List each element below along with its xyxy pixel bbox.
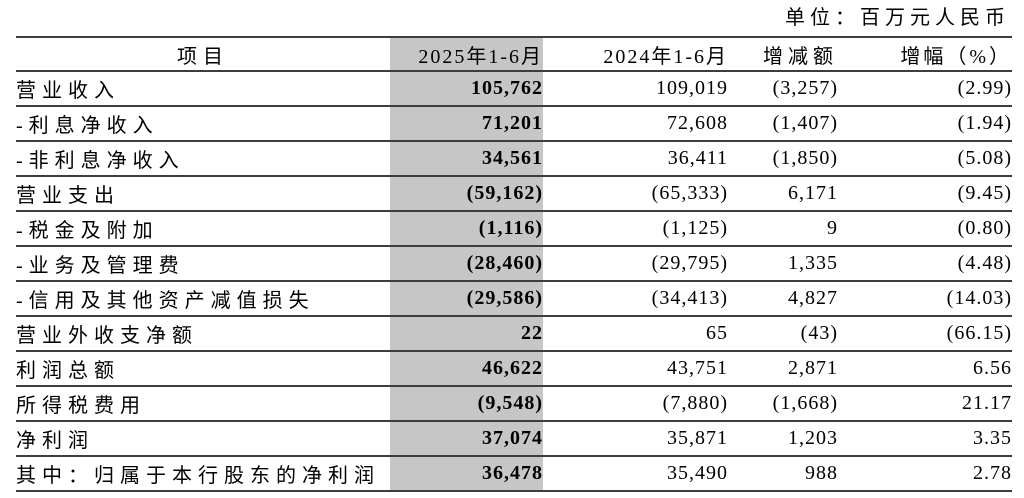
v2024-cell: (65,333) bbox=[543, 176, 728, 212]
table-head: 项目 2025年1-6月 2024年1-6月 增减额 增幅（%） bbox=[16, 37, 1012, 72]
item-cell: 营业支出 bbox=[16, 176, 390, 212]
column-header-change: 增减额 bbox=[728, 37, 838, 72]
v2024-cell: (29,795) bbox=[543, 246, 728, 282]
table-row: 所得税费用 (9,548) (7,880) (1,668) 21.17 bbox=[16, 386, 1012, 422]
change-cell: (1,668) bbox=[728, 386, 838, 422]
column-header-v2024: 2024年1-6月 bbox=[543, 37, 728, 72]
v2024-cell: 109,019 bbox=[543, 71, 728, 107]
v2024-cell: 43,751 bbox=[543, 351, 728, 387]
income-statement-table: 项目 2025年1-6月 2024年1-6月 增减额 增幅（%） 营业收入 105,762… bbox=[16, 36, 1012, 492]
item-cell: 利润总额 bbox=[16, 351, 390, 387]
v2025-cell: (9,548) bbox=[390, 386, 543, 422]
pct-cell: (14.03) bbox=[838, 281, 1012, 317]
table-row: 利润总额 46,622 43,751 2,871 6.56 bbox=[16, 351, 1012, 387]
change-cell: (1,407) bbox=[728, 106, 838, 142]
item-cell: -利息净收入 bbox=[16, 106, 390, 142]
v2025-cell: 34,561 bbox=[390, 141, 543, 177]
column-header-item: 项目 bbox=[16, 37, 390, 72]
column-header-v2025: 2025年1-6月 bbox=[390, 37, 543, 72]
change-cell: 1,203 bbox=[728, 421, 838, 457]
v2024-cell: 65 bbox=[543, 316, 728, 352]
pct-cell: (9.45) bbox=[838, 176, 1012, 212]
pct-cell: (0.80) bbox=[838, 211, 1012, 247]
item-cell: 其中：归属于本行股东的净利润 bbox=[16, 456, 390, 492]
pct-cell: 3.35 bbox=[838, 421, 1012, 457]
change-cell: 9 bbox=[728, 211, 838, 247]
table-body: 营业收入 105,762 109,019 (3,257) (2.99) -利息净收入 71,… bbox=[16, 71, 1012, 492]
v2025-cell: (29,586) bbox=[390, 281, 543, 317]
v2024-cell: 35,490 bbox=[543, 456, 728, 492]
item-cell: -信用及其他资产减值损失 bbox=[16, 281, 390, 317]
v2024-cell: 72,608 bbox=[543, 106, 728, 142]
v2025-cell: (28,460) bbox=[390, 246, 543, 282]
pct-cell: 21.17 bbox=[838, 386, 1012, 422]
v2024-cell: (7,880) bbox=[543, 386, 728, 422]
table-row: 净利润 37,074 35,871 1,203 3.35 bbox=[16, 421, 1012, 457]
change-cell: (1,850) bbox=[728, 141, 838, 177]
v2024-cell: 35,871 bbox=[543, 421, 728, 457]
pct-cell: (4.48) bbox=[838, 246, 1012, 282]
v2025-cell: 37,074 bbox=[390, 421, 543, 457]
table-row: 营业支出 (59,162) (65,333) 6,171 (9.45) bbox=[16, 176, 1012, 212]
change-cell: 6,171 bbox=[728, 176, 838, 212]
item-cell: 净利润 bbox=[16, 421, 390, 457]
change-cell: 988 bbox=[728, 456, 838, 492]
v2024-cell: 36,411 bbox=[543, 141, 728, 177]
table-row: 营业收入 105,762 109,019 (3,257) (2.99) bbox=[16, 71, 1012, 107]
change-cell: (43) bbox=[728, 316, 838, 352]
v2024-cell: (1,125) bbox=[543, 211, 728, 247]
v2025-cell: 71,201 bbox=[390, 106, 543, 142]
table-row: 营业外收支净额 22 65 (43) (66.15) bbox=[16, 316, 1012, 352]
v2025-cell: 105,762 bbox=[390, 71, 543, 107]
item-cell: 营业收入 bbox=[16, 71, 390, 107]
header-row: 项目 2025年1-6月 2024年1-6月 增减额 增幅（%） bbox=[16, 37, 1012, 72]
table-row: -非利息净收入 34,561 36,411 (1,850) (5.08) bbox=[16, 141, 1012, 177]
v2025-cell: (59,162) bbox=[390, 176, 543, 212]
change-cell: 2,871 bbox=[728, 351, 838, 387]
item-cell: 营业外收支净额 bbox=[16, 316, 390, 352]
v2025-cell: 22 bbox=[390, 316, 543, 352]
pct-cell: (66.15) bbox=[838, 316, 1012, 352]
change-cell: 4,827 bbox=[728, 281, 838, 317]
item-cell: -业务及管理费 bbox=[16, 246, 390, 282]
table-row: 其中：归属于本行股东的净利润 36,478 35,490 988 2.78 bbox=[16, 456, 1012, 492]
column-header-pct: 增幅（%） bbox=[838, 37, 1012, 72]
v2025-cell: 36,478 bbox=[390, 456, 543, 492]
table-row: -税金及附加 (1,116) (1,125) 9 (0.80) bbox=[16, 211, 1012, 247]
pct-cell: (1.94) bbox=[838, 106, 1012, 142]
change-cell: (3,257) bbox=[728, 71, 838, 107]
pct-cell: 2.78 bbox=[838, 456, 1012, 492]
v2024-cell: (34,413) bbox=[543, 281, 728, 317]
item-cell: 所得税费用 bbox=[16, 386, 390, 422]
v2025-cell: (1,116) bbox=[390, 211, 543, 247]
pct-cell: (2.99) bbox=[838, 71, 1012, 107]
table-row: -信用及其他资产减值损失 (29,586) (34,413) 4,827 (14.03) bbox=[16, 281, 1012, 317]
table-row: -业务及管理费 (28,460) (29,795) 1,335 (4.48) bbox=[16, 246, 1012, 282]
v2025-cell: 46,622 bbox=[390, 351, 543, 387]
change-cell: 1,335 bbox=[728, 246, 838, 282]
item-cell: -税金及附加 bbox=[16, 211, 390, 247]
unit-label: 单位：百万元人民币 bbox=[785, 7, 1010, 29]
item-cell: -非利息净收入 bbox=[16, 141, 390, 177]
table-row: -利息净收入 71,201 72,608 (1,407) (1.94) bbox=[16, 106, 1012, 142]
pct-cell: 6.56 bbox=[838, 351, 1012, 387]
pct-cell: (5.08) bbox=[838, 141, 1012, 177]
